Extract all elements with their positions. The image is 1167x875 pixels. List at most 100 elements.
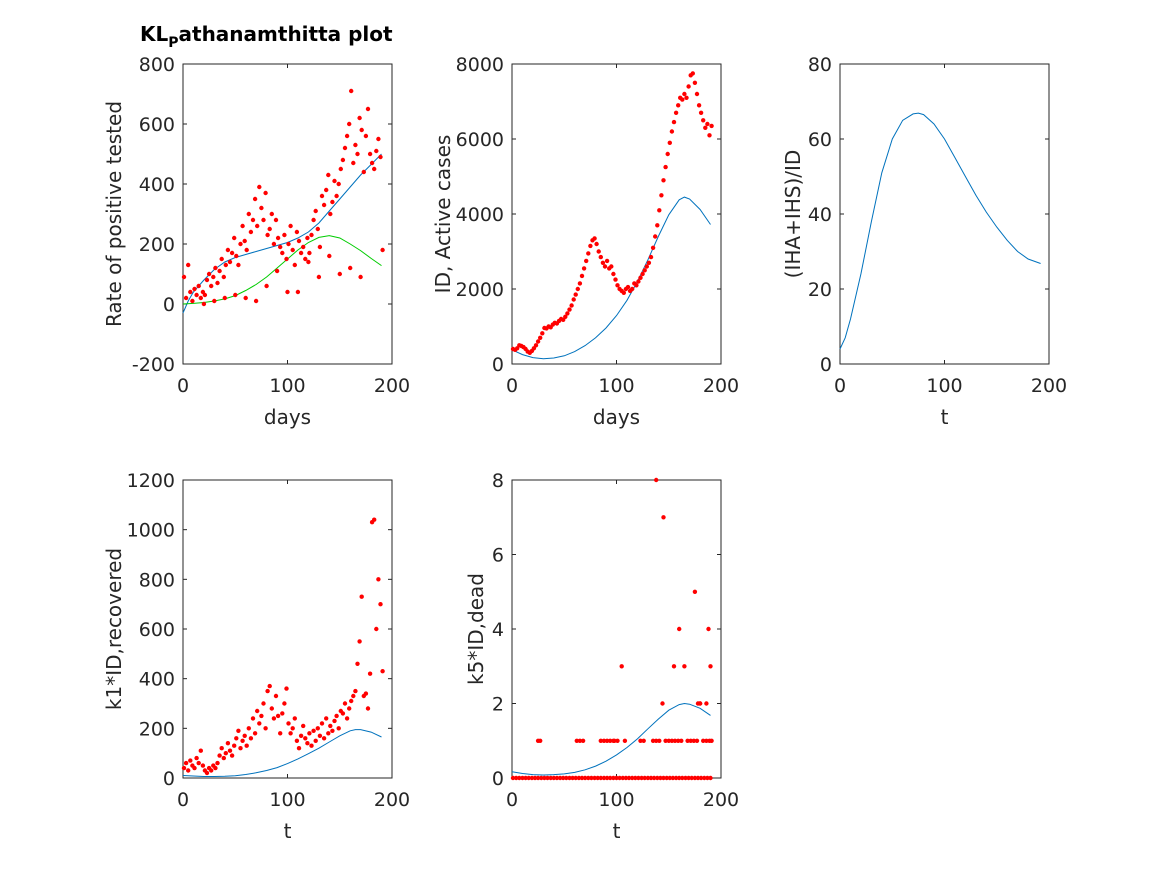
data-point <box>319 193 325 199</box>
data-point <box>671 119 677 125</box>
data-point <box>598 775 603 781</box>
data-point <box>365 706 371 711</box>
y-tick-label: 80 <box>808 54 832 76</box>
data-point <box>582 775 588 781</box>
x-tick-label: 0 <box>177 789 189 811</box>
data-point <box>347 121 352 127</box>
data-point <box>376 577 381 582</box>
data-point <box>292 262 297 268</box>
data-point <box>269 211 274 217</box>
data-point <box>565 311 570 316</box>
data-point <box>588 243 593 249</box>
data-point <box>630 286 635 292</box>
data-point <box>215 280 220 286</box>
y-tick-label: -200 <box>132 354 175 376</box>
data-point <box>636 279 641 284</box>
data-point <box>273 217 279 223</box>
data-point <box>233 292 238 298</box>
data-point <box>280 711 285 716</box>
y-tick-label: 4000 <box>456 204 504 226</box>
data-point <box>336 181 341 187</box>
data-point <box>349 88 354 94</box>
y-tick-label: 1000 <box>127 520 175 542</box>
data-point <box>316 274 322 280</box>
data-point <box>598 254 603 260</box>
data-point <box>592 236 597 241</box>
data-point <box>209 283 214 289</box>
data-point <box>319 721 325 726</box>
data-point <box>626 775 632 781</box>
series-line-1 <box>511 196 711 360</box>
data-point <box>244 247 249 253</box>
data-point <box>265 688 270 694</box>
x-axis-label: days <box>593 405 640 429</box>
data-point <box>658 775 663 781</box>
x-tick-label: 100 <box>269 789 305 811</box>
data-point <box>692 589 698 594</box>
data-point <box>705 775 710 781</box>
data-point <box>294 738 300 743</box>
data-point <box>204 770 210 776</box>
axes-box <box>182 479 393 779</box>
data-point <box>198 295 203 301</box>
data-point <box>638 738 643 743</box>
data-point <box>510 775 516 781</box>
data-point <box>634 283 639 288</box>
data-point <box>292 716 297 721</box>
data-point <box>238 746 243 751</box>
data-point <box>223 262 228 268</box>
data-point <box>311 728 316 733</box>
data-point <box>359 127 364 133</box>
data-point <box>563 314 568 319</box>
data-point <box>222 295 227 301</box>
data-point <box>657 738 662 743</box>
data-point <box>326 172 331 178</box>
data-point <box>274 268 280 274</box>
data-point <box>200 763 206 768</box>
data-point <box>532 775 538 781</box>
data-point <box>340 711 346 716</box>
data-point <box>290 247 295 253</box>
data-point <box>601 738 607 743</box>
data-point <box>612 738 617 743</box>
data-point <box>257 721 262 726</box>
y-tick-label: 0 <box>492 354 504 376</box>
data-point <box>248 229 254 235</box>
data-point <box>708 664 713 669</box>
data-point <box>611 775 616 781</box>
x-tick-label: 200 <box>703 375 739 397</box>
data-point <box>604 258 610 264</box>
data-point <box>186 262 191 268</box>
data-point <box>680 97 685 102</box>
data-point <box>604 775 610 781</box>
y-tick-label: 800 <box>139 54 175 76</box>
data-point <box>348 265 353 271</box>
data-point <box>221 755 226 761</box>
data-point <box>677 775 682 781</box>
x-tick-label: 200 <box>1031 375 1067 397</box>
data-point <box>548 775 553 781</box>
data-point <box>223 751 228 756</box>
data-point <box>225 741 231 746</box>
data-point <box>538 738 543 743</box>
data-point <box>594 241 599 247</box>
axes-box <box>511 479 722 779</box>
data-point <box>298 250 304 256</box>
data-point <box>520 775 525 781</box>
data-point <box>361 169 366 175</box>
data-point <box>595 775 600 781</box>
data-point <box>571 297 576 302</box>
data-point <box>642 775 647 781</box>
data-point <box>303 256 308 262</box>
data-point <box>282 232 287 238</box>
data-point <box>648 775 654 781</box>
data-point <box>242 733 247 738</box>
data-point <box>654 477 659 483</box>
data-point <box>613 277 618 282</box>
data-point <box>640 271 645 277</box>
data-point <box>263 190 268 196</box>
data-point <box>303 736 308 741</box>
data-point <box>278 244 283 250</box>
